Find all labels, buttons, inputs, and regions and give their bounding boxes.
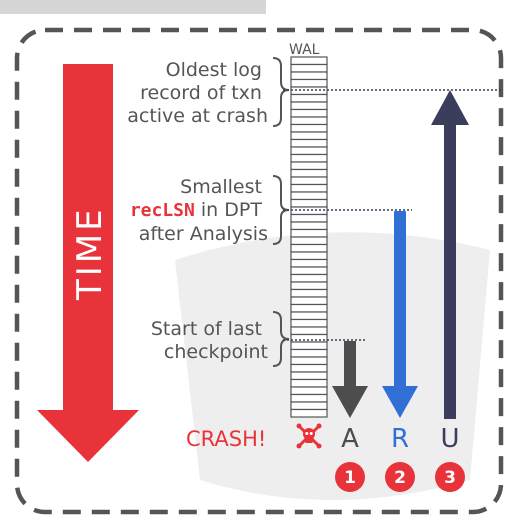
skull-crossbones-icon <box>296 423 322 449</box>
log-record <box>290 333 328 343</box>
reclsn-rest: in DPT <box>195 199 262 221</box>
analysis-arrow <box>332 341 368 418</box>
log-record <box>290 378 328 388</box>
reclsn-code: recLSN <box>130 200 195 221</box>
log-record <box>290 138 328 148</box>
time-arrow <box>37 64 139 462</box>
top-strip <box>0 0 266 14</box>
phase-letter-redo: R <box>391 424 409 454</box>
phase-badge-1: 1 <box>335 462 365 492</box>
log-record <box>290 296 328 306</box>
phase-badge-2-number: 2 <box>394 468 406 488</box>
undo-arrow <box>431 90 469 419</box>
log-record <box>290 266 328 276</box>
log-record <box>290 63 328 73</box>
log-record <box>290 341 328 351</box>
checkpoint-label: Start of last checkpoint <box>151 318 268 363</box>
oldest-line-2: record of txn <box>140 82 262 104</box>
dashed-border <box>14 27 504 515</box>
log-record <box>290 123 328 133</box>
pointer-lines <box>283 89 502 341</box>
background-watermark <box>175 232 490 500</box>
log-record <box>290 168 328 178</box>
log-record <box>290 401 328 411</box>
log-record <box>290 318 328 328</box>
log-record <box>290 176 328 186</box>
brace-oldest <box>272 57 290 127</box>
log-record <box>290 116 328 126</box>
log-record <box>290 408 328 418</box>
log-record <box>290 273 328 283</box>
log-record <box>290 161 328 171</box>
log-record <box>290 183 328 193</box>
log-record <box>290 56 328 66</box>
checkpoint-line-1: Start of last <box>151 318 262 340</box>
log-record <box>290 326 328 336</box>
log-record <box>290 281 328 291</box>
crash-label: CRASH! <box>186 427 266 451</box>
log-record <box>290 236 328 246</box>
reclsn-line-3: after Analysis <box>139 223 268 245</box>
log-record <box>290 393 328 403</box>
log-record <box>290 93 328 103</box>
phase-badge-3: 3 <box>435 462 465 492</box>
log-record <box>290 221 328 231</box>
oldest-line-1: Oldest log <box>166 59 262 81</box>
log-record <box>290 198 328 208</box>
log-record <box>290 101 328 111</box>
redo-arrow <box>382 211 418 418</box>
log-record <box>290 78 328 88</box>
log-record <box>290 153 328 163</box>
reclsn-line-1: Smallest <box>180 176 262 198</box>
brace-reclsn <box>272 175 290 245</box>
log-record <box>290 311 328 321</box>
phase-badge-3-number: 3 <box>444 468 456 488</box>
phase-letter-undo: U <box>440 424 459 454</box>
log-record <box>290 213 328 223</box>
checkpoint-line-2: checkpoint <box>164 341 268 363</box>
log-record <box>290 371 328 381</box>
log-record <box>290 348 328 358</box>
reclsn-label: Smallest recLSN in DPT after Analysis <box>130 176 268 245</box>
log-record <box>290 191 328 201</box>
log-record <box>290 146 328 156</box>
log-record <box>290 303 328 313</box>
log-record <box>290 71 328 81</box>
wal-label: WAL <box>289 42 320 58</box>
log-record <box>290 258 328 268</box>
phase-badge-2: 2 <box>385 462 415 492</box>
log-record <box>290 243 328 253</box>
log-record <box>290 363 328 373</box>
oldest-label: Oldest log record of txn active at crash <box>127 59 268 127</box>
log-record <box>290 251 328 261</box>
phase-badge-1-number: 1 <box>344 468 356 488</box>
time-label: TIME <box>70 206 110 301</box>
phase-letter-analysis: A <box>341 424 359 454</box>
log-record <box>290 108 328 118</box>
log-record <box>290 386 328 396</box>
log-record <box>290 288 328 298</box>
log-record <box>290 131 328 141</box>
log-record <box>290 356 328 366</box>
oldest-line-3: active at crash <box>127 105 268 127</box>
log-record <box>290 228 328 238</box>
brace-checkpoint <box>272 311 290 367</box>
wal-log <box>290 56 328 418</box>
